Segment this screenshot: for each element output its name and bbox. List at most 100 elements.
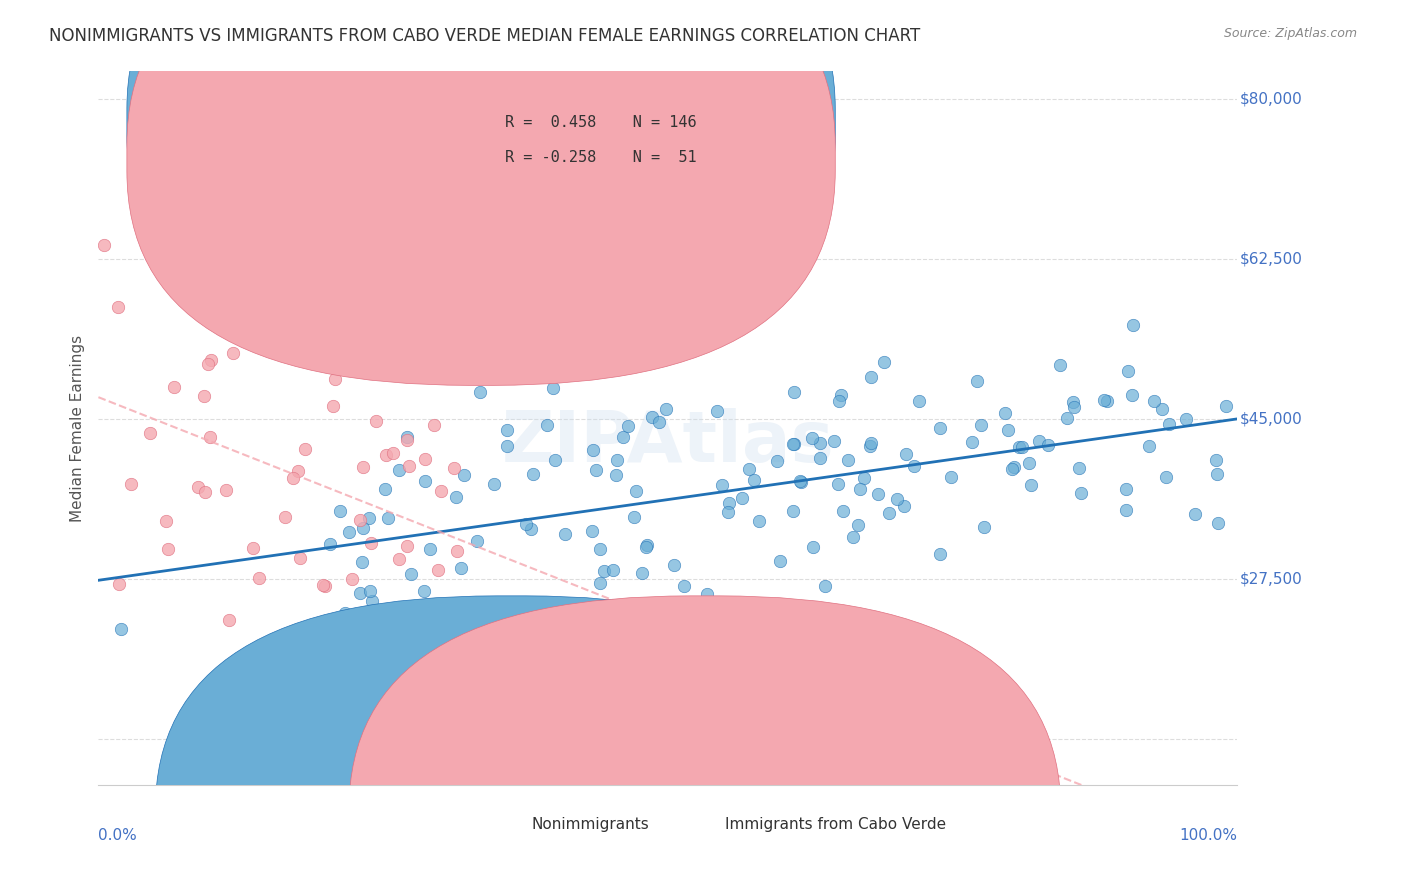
Point [582, 443, 605, 458]
Point [1002, 460, 1025, 475]
Point [766, 454, 789, 468]
Point [665, 343, 688, 358]
Point [640, 409, 662, 424]
Point [848, 518, 870, 533]
Point [662, 558, 685, 572]
Point [827, 477, 849, 491]
Point [107, 577, 129, 591]
Point [242, 541, 264, 555]
Point [329, 504, 352, 518]
Point [1143, 394, 1166, 409]
Point [187, 480, 209, 494]
Point [453, 467, 475, 482]
Point [1056, 411, 1078, 425]
Point [1011, 440, 1033, 454]
Text: R = -0.258    N =  51: R = -0.258 N = 51 [505, 150, 696, 165]
Point [634, 541, 657, 555]
Point [894, 447, 917, 461]
Point [443, 460, 465, 475]
Point [1001, 462, 1024, 476]
Point [612, 429, 634, 443]
Point [1206, 467, 1229, 481]
Point [163, 380, 186, 394]
Point [706, 404, 728, 418]
Point [877, 506, 900, 520]
Point [328, 627, 350, 641]
Point [1121, 388, 1143, 402]
Point [928, 547, 950, 561]
Point [710, 478, 733, 492]
Point [401, 567, 423, 582]
Point [339, 610, 361, 624]
Point [1018, 456, 1040, 470]
Point [886, 492, 908, 507]
Point [482, 476, 505, 491]
Point [319, 537, 342, 551]
Point [193, 389, 215, 403]
Point [395, 539, 418, 553]
Text: NONIMMIGRANTS VS IMMIGRANTS FROM CABO VERDE MEDIAN FEMALE EARNINGS CORRELATION C: NONIMMIGRANTS VS IMMIGRANTS FROM CABO VE… [49, 27, 921, 45]
Point [1095, 394, 1118, 409]
Point [782, 437, 804, 451]
Point [495, 423, 517, 437]
Point [1062, 395, 1084, 409]
Point [585, 463, 607, 477]
Point [194, 485, 217, 500]
Point [297, 326, 319, 341]
Point [1008, 441, 1031, 455]
Point [606, 452, 628, 467]
Point [360, 536, 382, 550]
Point [903, 458, 925, 473]
Point [496, 439, 519, 453]
Point [398, 673, 420, 687]
Point [423, 418, 446, 433]
Point [396, 433, 419, 447]
Point [1156, 469, 1178, 483]
Point [1175, 412, 1198, 426]
Point [536, 417, 558, 432]
Point [837, 452, 859, 467]
Point [893, 500, 915, 514]
Point [247, 571, 270, 585]
Point [1049, 358, 1071, 372]
Point [1184, 508, 1206, 522]
Point [966, 374, 988, 388]
FancyBboxPatch shape [155, 596, 868, 892]
Point [605, 467, 627, 482]
Point [742, 473, 765, 487]
Point [281, 471, 304, 485]
Point [623, 510, 645, 524]
Point [748, 514, 770, 528]
Point [215, 483, 238, 497]
Point [169, 149, 191, 163]
Point [110, 623, 132, 637]
Text: $27,500: $27,500 [1240, 572, 1302, 587]
Text: Source: ZipAtlas.com: Source: ZipAtlas.com [1223, 27, 1357, 40]
Text: $62,500: $62,500 [1240, 252, 1302, 267]
Point [120, 477, 142, 491]
Text: 0.0%: 0.0% [98, 828, 138, 843]
Point [218, 614, 240, 628]
Point [1036, 438, 1059, 452]
Point [1152, 401, 1174, 416]
Point [616, 418, 638, 433]
Point [1206, 516, 1229, 530]
Point [322, 399, 344, 413]
Point [717, 504, 740, 518]
Point [544, 453, 567, 467]
Point [929, 421, 952, 435]
Point [1115, 503, 1137, 517]
Point [554, 527, 576, 541]
Point [973, 520, 995, 534]
Point [849, 482, 872, 496]
Point [970, 418, 993, 433]
Y-axis label: Median Female Earnings: Median Female Earnings [69, 334, 84, 522]
Point [470, 384, 492, 399]
Point [960, 434, 983, 449]
Point [450, 561, 472, 575]
Point [997, 423, 1019, 437]
Point [602, 563, 624, 577]
Point [1115, 482, 1137, 496]
Point [801, 431, 824, 445]
Text: $45,000: $45,000 [1240, 411, 1302, 426]
